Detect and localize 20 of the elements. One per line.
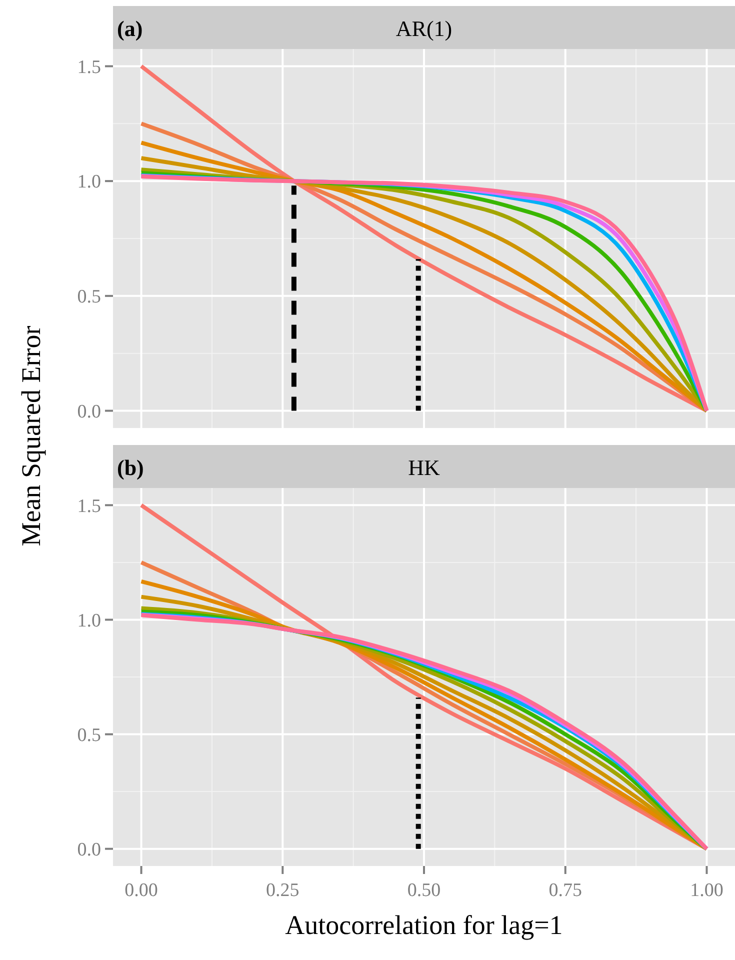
- y-tick-label: 0.0: [77, 839, 101, 860]
- chart-title: HK: [408, 455, 440, 480]
- chart-title: AR(1): [396, 16, 452, 41]
- x-tick-label: 0.50: [407, 880, 441, 901]
- x-axis-title: Autocorrelation for lag=1: [285, 910, 563, 940]
- y-tick-label: 0.5: [77, 286, 101, 308]
- text: (a): [117, 16, 143, 41]
- y-tick-label: 0.0: [77, 401, 101, 422]
- line-series: [139, 64, 709, 413]
- y-tick-label: 1.5: [77, 56, 101, 78]
- x-tick-label: 0.00: [124, 880, 158, 901]
- y-tick-label: 0.5: [77, 724, 101, 746]
- y-axis-title: Mean Squared Error: [16, 326, 46, 546]
- y-tick-label: 1.0: [77, 610, 101, 632]
- x-tick-label: 1.00: [690, 880, 724, 901]
- x-tick-label: 0.25: [266, 880, 300, 901]
- x-tick-label: 0.75: [548, 880, 582, 901]
- y-tick-label: 1.5: [77, 496, 101, 517]
- text: (b): [117, 455, 144, 480]
- y-tick-label: 1.0: [77, 172, 101, 193]
